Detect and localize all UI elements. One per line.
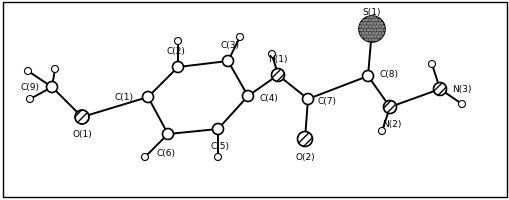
Circle shape — [214, 154, 221, 161]
Circle shape — [174, 38, 181, 45]
Text: N(2): N(2) — [382, 119, 401, 128]
Circle shape — [268, 51, 275, 58]
Circle shape — [433, 83, 445, 96]
Circle shape — [172, 62, 183, 73]
Text: C(5): C(5) — [210, 141, 229, 150]
Circle shape — [142, 92, 153, 103]
Circle shape — [428, 61, 435, 68]
Text: N(3): N(3) — [451, 85, 471, 94]
Text: C(8): C(8) — [379, 70, 398, 79]
Circle shape — [242, 91, 253, 102]
Text: C(2): C(2) — [166, 47, 185, 56]
Circle shape — [236, 34, 243, 41]
Circle shape — [378, 128, 385, 135]
Text: O(1): O(1) — [72, 129, 92, 138]
Circle shape — [222, 56, 233, 67]
Circle shape — [162, 129, 173, 140]
Circle shape — [212, 124, 223, 135]
Circle shape — [383, 101, 395, 114]
Circle shape — [297, 132, 312, 147]
Circle shape — [26, 96, 34, 103]
Circle shape — [75, 110, 89, 124]
Text: C(1): C(1) — [115, 93, 134, 102]
Circle shape — [141, 154, 148, 161]
Text: C(6): C(6) — [156, 148, 175, 157]
Circle shape — [362, 71, 373, 82]
Circle shape — [302, 94, 313, 105]
Circle shape — [51, 66, 59, 73]
Text: C(7): C(7) — [318, 97, 336, 106]
Circle shape — [358, 17, 384, 43]
Circle shape — [458, 101, 465, 108]
Text: S(1): S(1) — [362, 8, 381, 17]
Circle shape — [271, 69, 284, 82]
Circle shape — [24, 68, 32, 75]
Text: C(3): C(3) — [220, 41, 239, 50]
Text: O(2): O(2) — [295, 152, 314, 161]
Text: C(9): C(9) — [21, 83, 40, 92]
Circle shape — [46, 82, 58, 93]
Text: C(4): C(4) — [260, 94, 278, 103]
Text: N(1): N(1) — [268, 55, 287, 64]
